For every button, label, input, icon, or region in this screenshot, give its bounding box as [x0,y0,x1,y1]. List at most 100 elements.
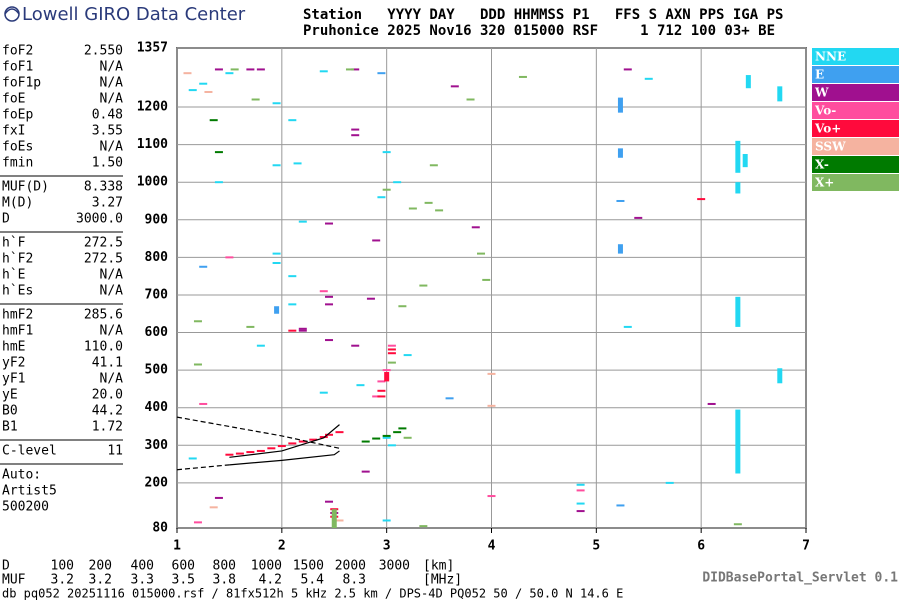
row-value: 1500 [293,559,324,574]
echo [199,402,208,405]
echo [293,162,302,165]
row-value: 3.3 [131,573,154,588]
echo [382,519,391,522]
param-name: foE [2,92,25,107]
param-name: fxI [2,124,25,139]
row-label: D [2,559,10,574]
param-value: N/A [100,372,124,387]
echo-column [274,306,280,314]
param-name: C-level [2,444,57,459]
echo [288,119,297,122]
echo [309,438,318,441]
x-tick-label: 3 [383,539,391,554]
row-value: 5.4 [301,573,325,588]
echo [272,164,281,167]
row-value: 100 [51,559,74,574]
echo [623,325,632,328]
legend-swatch [812,102,899,119]
echo [482,278,491,281]
echo [288,329,297,332]
param-name: h`Es [2,284,33,299]
logo: Lowell GIRO Data Center [22,4,246,25]
echo [256,449,265,452]
echo [450,85,459,88]
echo-column [735,140,741,173]
param-value: 11 [107,444,123,459]
legend-swatch [812,174,899,191]
param-name: foEs [2,140,33,155]
x-tick-label: 1 [173,539,181,554]
echo [361,470,370,473]
param-name: fmin [2,156,33,171]
echo [576,489,585,492]
legend-swatch [812,156,899,173]
legend-swatch [812,84,899,101]
echo [382,188,391,191]
echo [634,216,643,219]
param-name: yF1 [2,372,25,387]
echo [325,295,334,298]
row-unit: [MHz] [423,573,462,588]
echo [288,442,297,445]
param-value: N/A [100,60,124,75]
echo [361,440,370,443]
param-value: 20.0 [92,388,123,403]
echo-column [777,86,783,102]
echo [298,220,307,223]
param-name: h`E [2,268,25,283]
y-tick-label: 300 [145,438,169,453]
echo [225,453,234,456]
echo [477,252,486,255]
y-tick-label: 200 [145,475,169,490]
y-tick-label: 900 [145,212,169,227]
param-value: N/A [100,284,124,299]
row-value: 400 [131,559,154,574]
echo [466,98,475,101]
y-tick-label: 500 [145,363,169,378]
param-name: h`F [2,236,26,251]
echo [382,369,391,372]
echo [325,339,334,342]
y-tick-label: 600 [145,325,169,340]
param-name: B1 [2,420,18,435]
echo [387,344,396,347]
param-value: N/A [100,76,124,91]
legend-label: X+ [815,176,834,190]
param-name: foF2 [2,44,33,59]
echo [335,431,344,434]
echo [225,72,234,75]
echo [356,384,365,387]
y-tick-label: 1200 [137,100,168,115]
echo [214,496,223,499]
param-name: M(D) [2,196,33,211]
echo [325,303,334,306]
source: db pq052 20251116 015000.rsf / 81fx512h … [2,587,623,600]
echo-column [735,409,741,474]
param-value: 3.55 [92,124,123,139]
param-value: N/A [100,140,124,155]
echo [487,495,496,498]
param-value: 0.48 [92,108,123,123]
echo [382,436,391,439]
row-value: 3.5 [172,573,195,588]
auto-line: Artist5 [2,484,57,499]
echo [372,395,381,398]
echo [351,128,360,131]
trace-line [176,416,340,449]
param-value: N/A [100,324,124,339]
echo [209,506,218,509]
param-name: foEp [2,108,33,123]
echo-column [617,244,623,254]
echo [214,181,223,184]
echo [204,90,213,93]
echo [225,256,234,259]
param-name: foF1 [2,60,33,75]
echo [214,151,223,154]
echo [707,402,716,405]
y-tick-label: 1357 [137,41,168,56]
echo [576,510,585,513]
row-value: 4.2 [259,573,282,588]
echo [372,239,381,242]
param-value: 1.50 [92,156,123,171]
